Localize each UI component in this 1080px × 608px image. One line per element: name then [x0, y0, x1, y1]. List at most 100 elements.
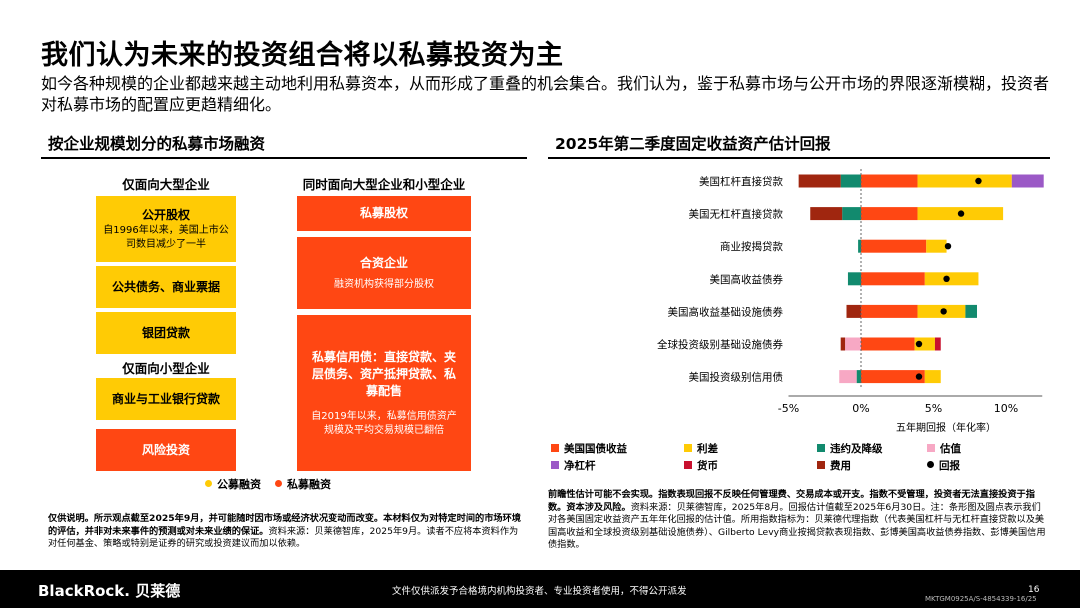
public-dot-icon [205, 480, 212, 487]
col-large-only-header: 仅面向大型企业 [122, 177, 210, 192]
category-label: 全球投资级别基础设施债券 [657, 338, 783, 351]
syndicated-loans-box: 银团贷款 [96, 312, 236, 354]
legend-swatch [551, 444, 559, 452]
legend-swatch [817, 444, 825, 452]
box-note: 自1996年以来，美国上市公司数目减少了一半 [103, 224, 229, 250]
legend-item: 违约及降级 [817, 441, 883, 456]
return-marker [944, 243, 952, 250]
bar-segment [924, 272, 979, 286]
returns-chart: 美国杠杆直接贷款美国无杠杆直接贷款商业按揭贷款美国高收益债券美国高收益基础设施债… [657, 169, 1044, 434]
bar-segment [840, 337, 846, 351]
bar-segment [861, 272, 925, 286]
legend-label: 费用 [830, 460, 851, 472]
box-title: 风险投资 [141, 442, 190, 457]
bar-segment [965, 304, 977, 318]
bar-segment [845, 337, 861, 351]
bar-segment [914, 337, 935, 351]
return-dot-icon [927, 461, 934, 468]
joint-venture-box: 合资企业 融资机构获得部分股权 [297, 237, 471, 309]
box-title: 商业与工业银行贷款 [111, 391, 220, 406]
private-credit-box: 私募信用债：直接贷款、夹层债务、资产抵押贷款、私募配售 自2019年以来，私募信… [297, 315, 471, 471]
financing-legend: 公募融资 私募融资 [205, 476, 331, 492]
category-label: 美国高收益债券 [710, 273, 784, 286]
box-title: 公开股权 [141, 207, 190, 222]
legend-item: 估值 [927, 441, 961, 456]
legend-swatch [927, 444, 935, 452]
left-disclaimer-rest: 资料来源：贝莱德智库，2025年9月。读者不应将本资料作为对任何基金、策略或特别… [48, 525, 519, 550]
private-equity-box: 私募股权 [297, 196, 471, 231]
return-marker [940, 308, 947, 315]
box-title: 私募股权 [359, 206, 408, 220]
bar-segment [861, 207, 918, 221]
bar-segment [798, 174, 841, 188]
bar-segment [842, 207, 861, 221]
footer-note: 文件仅供派发予合格境内机构投资者、专业投资者使用，不得公开派发 [392, 586, 687, 597]
legend-label: 回报 [939, 460, 960, 472]
left-section-title: 按企业规模划分的私募市场融资 [48, 135, 266, 153]
page-number: 16 [1028, 585, 1040, 595]
legend-swatch [817, 461, 825, 469]
legend-public: 公募融资 [205, 476, 261, 492]
right-disclaimer-rest: 资料来源：贝莱德智库，2025年8月。回报估计值截至2025年6月30日。注：条… [548, 501, 1046, 551]
legend-label: 违约及降级 [830, 443, 883, 455]
legend-label: 净杠杆 [564, 460, 596, 472]
return-marker [915, 340, 923, 348]
bar-segment [839, 370, 857, 384]
return-marker [975, 177, 982, 185]
legend-private-label: 私募融资 [287, 478, 331, 491]
x-tick-label: -5% [778, 402, 799, 415]
box-note: 自2019年以来，私募信用债资产规模及平均交易规模已翻倍 [311, 410, 457, 436]
bar-segment [847, 272, 861, 286]
bar-segment [861, 337, 915, 351]
left-section-rule [41, 157, 527, 159]
right-section-title: 2025年第二季度固定收益资产估计回报 [555, 135, 831, 153]
bar-segment [861, 370, 925, 384]
category-label: 美国无杠杆直接贷款 [689, 208, 784, 221]
box-title: 私募信用债：直接贷款、夹层债务、资产抵押贷款、私募配售 [311, 349, 456, 398]
legend-item: 费用 [817, 458, 851, 473]
box-note: 融资机构获得部分股权 [334, 278, 434, 290]
x-tick-label: 5% [925, 402, 942, 415]
legend-item: 货币 [684, 458, 718, 473]
venture-capital-box: 风险投资 [96, 429, 236, 471]
legend-swatch [684, 444, 692, 452]
bar-segment [846, 304, 861, 318]
legend-item: 回报 [927, 458, 960, 473]
bar-segment [926, 239, 947, 253]
legend-private: 私募融资 [275, 476, 331, 492]
ci-bank-loans-box: 商业与工业银行贷款 [96, 378, 236, 420]
return-marker [915, 373, 923, 380]
right-disclaimer: 前瞻性估计可能不会实现。指数表现回报不反映任何管理费、交易成本或开支。指数不受管… [548, 489, 1046, 552]
page-title: 我们认为未来的投资组合将以私募投资为主 [41, 40, 564, 71]
legend-label: 货币 [697, 460, 718, 472]
legend-swatch [551, 461, 559, 469]
private-dot-icon [275, 480, 282, 487]
footer-bar: BlackRock. 贝莱德 文件仅供派发予合格境内机构投资者、专业投资者使用，… [0, 570, 1080, 608]
category-label: 美国杠杆直接贷款 [699, 175, 783, 188]
category-label: 美国高收益基础设施债券 [668, 305, 784, 318]
box-title: 公共债务、商业票据 [111, 279, 220, 294]
public-equity-box: 公开股权 自1996年以来，美国上市公司数目减少了一半 [96, 196, 236, 262]
bar-segment [810, 207, 843, 221]
bar-segment [861, 304, 918, 318]
x-tick-label: 10% [994, 402, 1018, 415]
doc-code: MKTGM0925A/S-4854339-16/25 [925, 595, 1037, 603]
legend-item: 净杠杆 [551, 458, 596, 473]
bar-segment [917, 174, 1012, 188]
legend-label: 利差 [697, 443, 718, 455]
category-label: 商业按揭贷款 [720, 240, 783, 253]
right-disclaimer-bold: 前瞻性估计可能不会实现。指数表现回报不反映任何管理费、交易成本或开支。指数不受管… [548, 489, 1035, 513]
public-debt-box: 公共债务、商业票据 [96, 266, 236, 308]
x-axis-label: 五年期回报（年化率） [896, 421, 996, 434]
legend-item: 美国国债收益 [551, 441, 627, 456]
bar-segment [1011, 174, 1044, 188]
return-marker [943, 275, 950, 282]
legend-item: 利差 [684, 441, 718, 456]
right-section-rule [548, 157, 1050, 159]
bar-segment [861, 239, 927, 253]
category-label: 美国投资级别信用债 [689, 371, 784, 384]
x-tick-label: 0% [852, 402, 869, 415]
col-both-header: 同时面向大型企业和小型企业 [302, 177, 466, 192]
bar-segment [856, 370, 861, 384]
legend-label: 美国国债收益 [564, 443, 627, 455]
